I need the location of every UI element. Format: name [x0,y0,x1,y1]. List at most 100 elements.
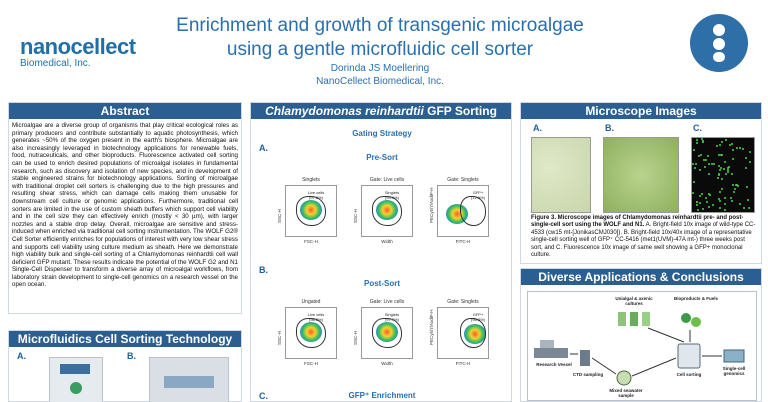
gfp-cell-dot [719,144,721,146]
flow-plot-area: GFP+ (96.3%) [437,307,489,359]
gfp-cell-dot [719,191,721,193]
gfp-cell-dot [703,159,705,161]
gfp-cell-dot [716,145,718,147]
microscope-label-a: A. [533,123,542,133]
gfp-cell-dot [692,192,694,194]
pre-sort-title: Pre-Sort [366,153,398,162]
flow-plot: Ungated Live cells (98.2%) FSC-H SSC-H [277,299,343,371]
gfp-cell-dot [732,184,734,186]
gfp-cell-dot [745,167,747,169]
gfp-cell-dot [720,154,722,156]
flow-plot: Gate: Singlets GFP+ (96.3%) FITC-H PECy5/7/… [429,299,495,371]
gfp-cell-dot [734,188,736,190]
flow-plot: Gate: Live cells Singlets (93.9%) Width SSC… [353,177,419,249]
x-axis-label: FSC-H [304,239,318,244]
author-affiliation: NanoCellect Biomedical, Inc. [316,76,444,87]
label-single-cell-genomics: Single-cell genomics [722,366,746,376]
gfp-cell-dot [736,147,738,149]
gfp-cell-dot [699,195,701,197]
gfp-cell-dot [721,154,723,156]
gfp-cell-dot [707,155,709,157]
y-axis-label: SSC-H [277,208,282,223]
gfp-cell-dot [749,151,751,153]
gfp-cell-dot [729,144,731,146]
abstract-panel: Abstract Microalgae are a diverse group … [8,102,242,314]
post-sort-title: Post-Sort [364,279,400,288]
gfp-cell-dot [692,163,694,165]
gfp-enrichment-title: GFP⁺ Enrichment [348,391,416,400]
microfluidics-heading: Microfluidics Cell Sorting Technology [9,331,241,347]
gfp-cell-dot [702,208,704,210]
x-axis-label: Width [381,361,393,366]
nanocellect-logo: nanocellect Biomedical, Inc. [20,34,136,69]
gfp-cell-dot [746,186,748,188]
gfp-cell-dot [724,209,726,211]
microscope-label-b: B. [605,123,614,133]
gfp-cell-dot [733,191,735,193]
gate-label: Singlets (93.9%) [384,190,400,200]
x-axis-label: FSC-H [304,361,318,366]
gfp-cell-dot [724,203,726,205]
flow-plot-area: GFP+ (12.9%) [437,185,489,237]
y-axis-label: SSC-H [353,208,358,223]
gfp-cell-dot [693,149,695,151]
gfp-cell-dot [731,173,733,175]
y-axis-label: SSC-H [277,330,282,345]
poster-header: nanocellect Biomedical, Inc. Enrichment … [0,0,768,92]
gfp-cell-dot [701,193,703,195]
x-axis-label: FITC-H [455,361,471,366]
gfp-cell-dot [727,167,729,169]
nanocellect-emblem-icon [690,14,748,72]
gate-outline [296,318,326,348]
gfp-cell-dot [711,163,713,165]
abstract-heading: Abstract [9,103,241,119]
wolf-sorter-image [49,357,103,402]
gfp-cell-dot [721,178,723,180]
flow-plot: Gate: Live cells Singlets (97.7%) Width SSC… [353,299,419,371]
gating-strategy-title: Gating Strategy [352,129,412,138]
label-unialgal-cultures: Unialgal & axenic cultures [615,296,653,306]
label-mixed-seawater: Mixed seawater sample [609,388,643,398]
gfp-cell-dot [731,200,733,202]
gfp-cell-dot [724,161,726,163]
gfp-cell-dot [702,140,704,142]
author-block: Dorinda JS Moellering NanoCellect Biomed… [170,62,590,88]
flow-plot-title: Gate: Singlets [447,177,479,183]
gfp-cell-dot [731,143,733,145]
gfp-cell-dot [702,141,704,143]
y-axis-label: SSC-H [353,330,358,345]
gfp-cell-dot [696,142,698,144]
gate-label: GFP+ (12.9%) [470,190,485,200]
diverse-heading: Diverse Applications & Conclusions [521,269,761,285]
gfp-cell-dot [693,181,695,183]
gfp-cell-dot [732,158,734,160]
gfp-cell-dot [695,163,697,165]
gate-outline [372,196,402,226]
flow-plot-title: Gate: Live cells [369,177,405,183]
gfp-cell-dot [725,139,727,141]
gfp-cell-dot [730,197,732,199]
caption-bold: Figure 3. Microscope images of Chlamydom… [531,215,744,229]
gfp-cell-dot [743,207,745,209]
gfp-cell-dot [742,148,744,150]
gfp-cell-dot [713,163,715,165]
gfp-cell-dot [719,207,721,209]
gfp-cell-dot [723,168,725,170]
chlamy-label-a: A. [259,143,268,153]
gfp-cell-dot [705,197,707,199]
gfp-cell-dot [725,173,727,175]
flow-plot-area: Singlets (97.7%) [361,307,413,359]
diverse-applications-panel: Diverse Applications & Conclusions Resea… [520,268,762,402]
gfp-cell-dot [699,169,701,171]
flow-plot-area: Singlets (93.9%) [361,185,413,237]
gfp-cell-dot [748,207,750,209]
flow-plot-title: Gate: Singlets [447,299,479,305]
microfluidics-panel: Microfluidics Cell Sorting Technology A.… [8,330,242,402]
gfp-cell-dot [698,155,700,157]
label-bioproducts: Bioproducts & Fuels [674,296,719,301]
gfp-cell-dot [709,194,711,196]
microfluidics-label-b: B. [127,351,136,361]
gate-outline [460,196,486,226]
gfp-cell-dot [721,188,723,190]
gfp-cell-dot [735,184,737,186]
